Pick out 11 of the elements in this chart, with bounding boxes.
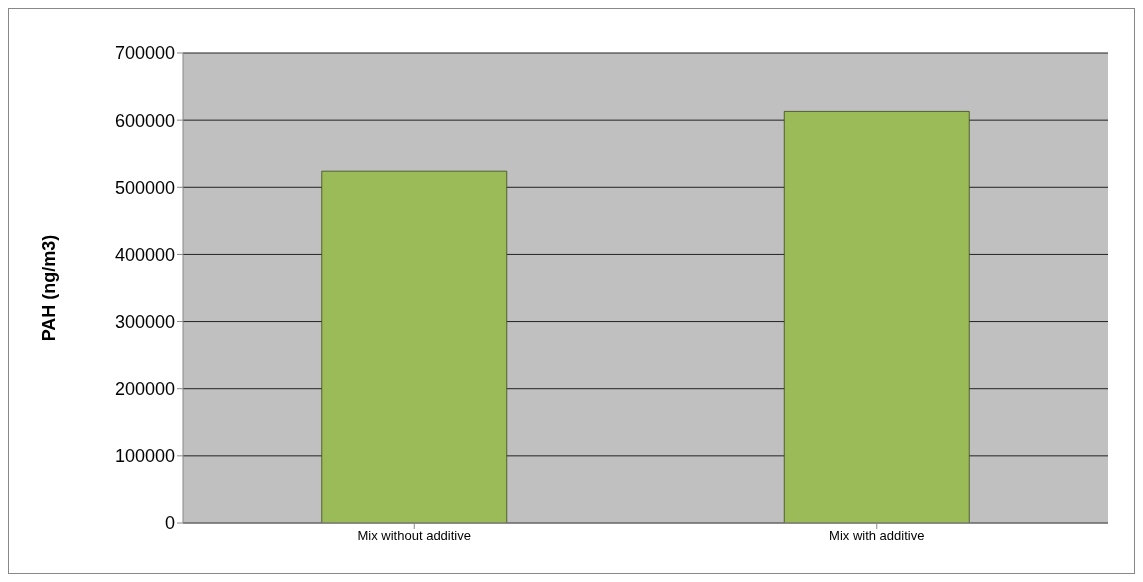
x-tick-label: Mix with additive: [829, 528, 925, 544]
y-axis-title: PAH (ng/m3): [39, 234, 60, 342]
y-tick-label: 600000: [114, 110, 175, 131]
y-tick-label: 500000: [114, 177, 175, 198]
y-tick-label: 300000: [114, 311, 175, 332]
y-tick-label: 0: [164, 513, 175, 534]
y-tick-label: 100000: [114, 446, 175, 467]
y-tick-label: 700000: [114, 43, 175, 64]
y-tick-label: 400000: [114, 244, 175, 265]
x-tick-label: Mix without additive: [357, 528, 471, 544]
y-tick-label: 200000: [114, 379, 175, 400]
